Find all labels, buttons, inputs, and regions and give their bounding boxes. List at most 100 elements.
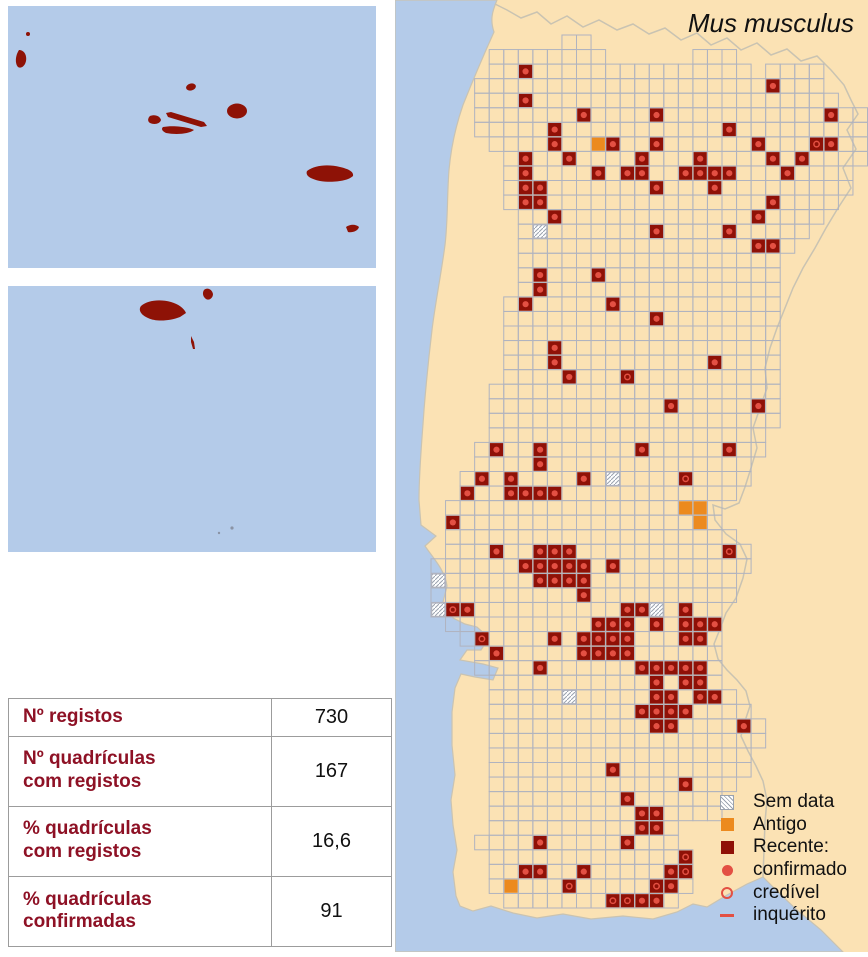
confirmado-dot <box>609 650 616 657</box>
spain-border-line <box>494 3 859 878</box>
confirmado-dot <box>566 577 573 584</box>
confirmado-dot <box>769 155 777 162</box>
confirmado-dot <box>624 170 631 177</box>
record-cell-recente-confirmado <box>679 675 693 690</box>
record-cell-recente-credivel <box>620 370 634 384</box>
confirmado-dot <box>609 562 616 570</box>
credivel-circle <box>682 868 690 876</box>
record-cell-recente-confirmado <box>533 835 547 850</box>
confirmado-dot <box>522 68 529 75</box>
confirmado-dot <box>551 490 558 497</box>
confirmado-dot <box>711 359 718 366</box>
confirmado-dot <box>595 271 602 279</box>
credivel-circle <box>609 897 617 905</box>
confirmado-dot <box>711 693 718 701</box>
confirmado-dot <box>667 708 675 715</box>
record-cell-recente-confirmado <box>635 661 649 675</box>
sem-data-swatch-icon <box>720 794 734 810</box>
record-cell-recente-confirmado <box>649 661 664 675</box>
confirmado-dot <box>551 548 558 555</box>
legend-item-sem-data: Sem data <box>720 791 847 814</box>
confirmado-dot <box>537 577 544 584</box>
record-cell-recente-confirmado <box>679 632 693 646</box>
record-cell-recente-credivel <box>562 879 576 893</box>
confirmado-dot <box>566 562 573 570</box>
confirmado-dot <box>697 635 704 642</box>
confirmado-dot <box>828 141 835 148</box>
portugal-distribution-map: Mus musculus Sem data Antigo Recente: co… <box>394 0 868 953</box>
record-cell-recente-confirmado <box>722 166 736 180</box>
record-cell-recente-confirmado <box>649 181 664 195</box>
credivel-circle <box>653 882 660 890</box>
confirmado-dot <box>697 170 704 177</box>
record-cell-recente-confirmado <box>635 603 649 617</box>
record-cell-recente-confirmado <box>533 661 547 675</box>
confirmado-dot <box>755 402 762 410</box>
inquerito-dash-icon <box>720 908 734 922</box>
record-cells <box>431 64 838 908</box>
record-cell-recente-confirmado <box>635 821 649 835</box>
record-cell-recente-confirmado <box>577 588 591 602</box>
island-sao-miguel <box>306 165 354 182</box>
confirmado-dot <box>537 868 544 875</box>
record-cell-recente-confirmado <box>606 617 620 631</box>
record-cell-recente-confirmado <box>533 486 547 500</box>
record-cell-recente-confirmado <box>708 690 722 704</box>
record-cell-recente-confirmado <box>649 108 664 122</box>
record-cell-recente-confirmado <box>533 457 547 471</box>
confirmado-dot <box>711 621 718 628</box>
stat-value: 91 <box>271 875 392 948</box>
record-cell-recente-credivel <box>620 894 634 908</box>
confirmado-dot <box>638 606 646 613</box>
confirmado-dot <box>464 606 471 613</box>
record-cell-recente-confirmado <box>722 224 736 238</box>
legend-label: credível <box>753 881 820 903</box>
table-row: % quadrículas com registos 16,6 <box>8 805 392 877</box>
island-faial <box>148 115 161 124</box>
credivel-circle <box>682 853 690 861</box>
confirmado-dot <box>624 621 631 628</box>
confirmado-dot <box>522 170 529 177</box>
legend-label: Recente: <box>753 836 830 858</box>
record-cell-antigo <box>693 515 707 529</box>
island-santa-maria <box>346 224 359 233</box>
record-cell-recente-confirmado <box>679 603 693 617</box>
record-cell-sem-data <box>431 573 446 588</box>
legend-label: confirmado <box>753 859 847 881</box>
record-cell-recente-confirmado <box>679 705 693 719</box>
confirmado-dot <box>493 446 500 453</box>
record-cell-recente-credivel <box>810 137 824 151</box>
record-cell-recente-confirmado <box>533 283 547 297</box>
record-cell-recente-confirmado <box>446 515 460 529</box>
confirmado-dot <box>769 242 777 250</box>
record-cell-recente-confirmado <box>533 544 547 559</box>
record-cell-recente-confirmado <box>548 341 562 355</box>
confirmado-dot <box>551 359 558 366</box>
record-cell-recente-confirmado <box>533 559 547 573</box>
record-cell-recente-confirmado <box>751 399 765 413</box>
grid-cell <box>750 441 767 458</box>
confirmado-dot <box>449 519 456 526</box>
confirmado-dot <box>609 141 616 148</box>
confirmado-dot <box>653 708 660 715</box>
map-legend: Sem data Antigo Recente: confirmado cred… <box>720 791 847 927</box>
record-cell-recente-confirmado <box>708 181 722 195</box>
record-cell-recente-confirmado <box>548 123 562 137</box>
confirmado-dot <box>667 664 675 672</box>
grid-cell <box>794 223 810 240</box>
record-cell-recente-credivel <box>679 472 693 486</box>
confirmado-dot <box>566 155 573 162</box>
record-cell-recente-confirmado <box>620 792 634 806</box>
record-cell-recente-confirmado <box>562 152 576 166</box>
record-cell-recente-confirmado <box>664 399 678 413</box>
confirmado-dot <box>522 490 529 497</box>
record-cell-recente-confirmado <box>548 544 562 559</box>
record-cell-sem-data <box>533 224 548 239</box>
stat-value: 730 <box>271 698 392 737</box>
island-selvagens-small <box>217 531 221 535</box>
confirmado-dot <box>653 897 660 904</box>
confirmado-dot <box>828 111 835 119</box>
record-cell-recente-confirmado <box>519 486 533 500</box>
confirmado-dot <box>667 723 675 730</box>
record-cell-recente-confirmado <box>649 137 664 151</box>
